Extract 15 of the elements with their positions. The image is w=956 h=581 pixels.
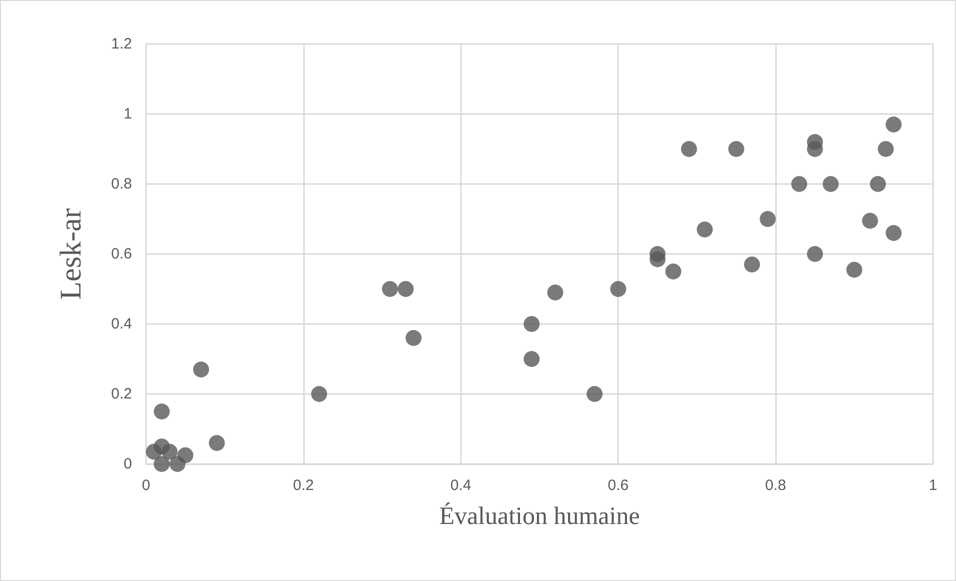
y-tick-label: 0.6 (111, 246, 132, 262)
y-tick-label: 0 (124, 456, 132, 472)
x-tick-label: 0.4 (450, 477, 472, 494)
x-axis-title: Évaluation humaine (439, 502, 640, 530)
x-tick-label: 0.8 (765, 477, 786, 494)
y-axis-title: Lesk-ar (54, 208, 88, 300)
y-tick-label: 0.2 (111, 386, 132, 402)
x-tick-label: 0.6 (608, 477, 629, 494)
x-tick-label: 0 (142, 477, 150, 494)
x-tick-label: 0.2 (292, 477, 314, 494)
y-tick-label: 0.8 (111, 176, 132, 192)
y-tick-label: 1 (124, 106, 132, 122)
y-tick-label: 1.2 (111, 36, 132, 52)
y-tick-label: 0.4 (111, 316, 132, 332)
x-tick-label: 1 (928, 477, 938, 494)
